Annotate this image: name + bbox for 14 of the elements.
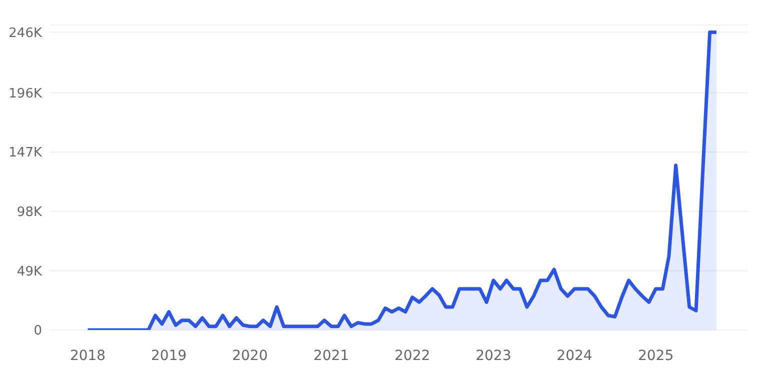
x-tick-label: 2025 — [638, 348, 674, 364]
y-tick-label: 196K — [8, 86, 42, 102]
y-tick-label: 147K — [8, 146, 42, 161]
y-tick-label: 0 — [34, 324, 42, 339]
x-tick-label: 2021 — [313, 348, 350, 364]
x-tick-label: 2024 — [556, 348, 592, 364]
y-tick-label: 98K — [16, 205, 42, 220]
x-tick-label: 2023 — [476, 348, 512, 364]
x-tick-label: 2020 — [232, 348, 268, 364]
y-tick-label: 49K — [16, 264, 42, 280]
x-tick-label: 2018 — [70, 348, 106, 364]
x-tick-label: 2019 — [151, 348, 187, 364]
y-tick-label: 246K — [8, 26, 42, 41]
x-tick-label: 2022 — [394, 348, 430, 364]
